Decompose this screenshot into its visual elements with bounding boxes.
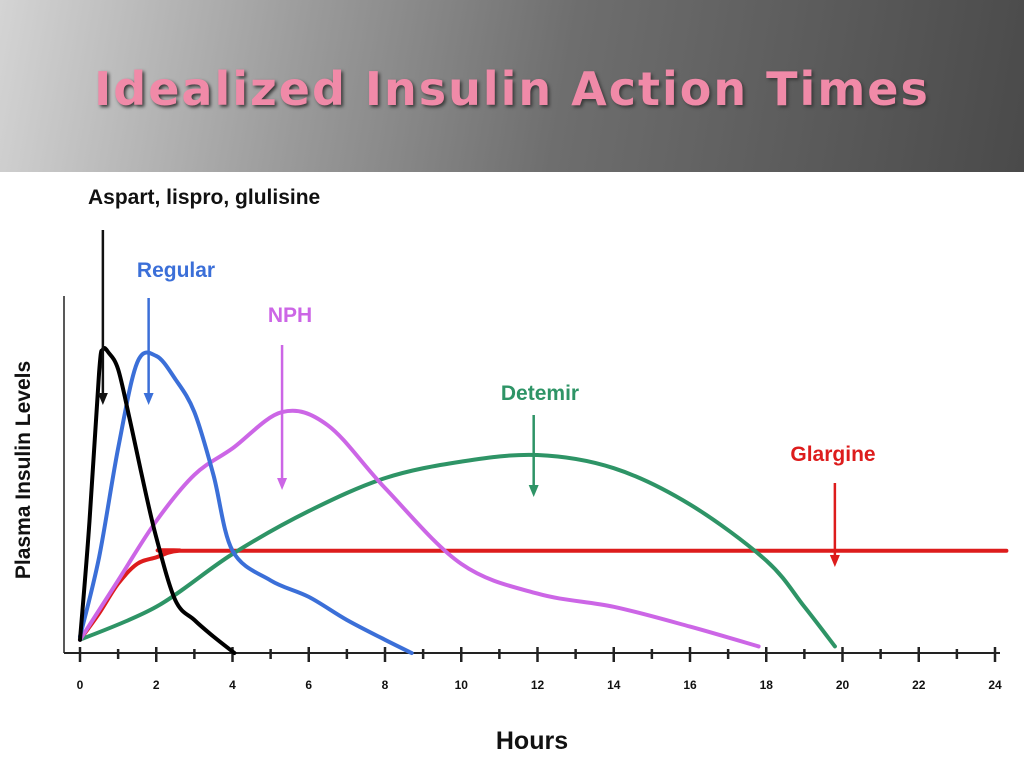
arrowhead-regular [143, 393, 154, 405]
series-label-nph: NPH [268, 304, 312, 327]
series-line-nph [78, 408, 761, 649]
series-line-regular [78, 350, 414, 655]
arrowhead-nph [277, 478, 288, 490]
x-tick-label: 24 [988, 678, 1002, 692]
x-tick-label: 6 [305, 678, 312, 692]
x-tick-label: 14 [607, 678, 621, 692]
series-label-glargine: Glargine [790, 443, 875, 466]
x-tick-label: 12 [531, 678, 545, 692]
insulin-action-chart: 0 2 4 6 8 10 12 14 16 18 20 22 24 Aspart, lispro, gl… [12, 186, 1009, 755]
series-lines [78, 346, 1009, 655]
series-line-aspart-lispro-glulisine [78, 346, 237, 655]
x-tick-label: 8 [382, 678, 389, 692]
arrowhead-aspart-lispro-glulisine [97, 393, 108, 405]
x-tick-label: 10 [455, 678, 469, 692]
chart-axes: 0 2 4 6 8 10 12 14 16 18 20 22 24 [63, 296, 1002, 692]
series-label-aspart-lispro-glulisine: Aspart, lispro, glulisine [88, 186, 320, 209]
arrowhead-detemir [528, 485, 539, 497]
x-tick-label: 22 [912, 678, 926, 692]
series-labels: Aspart, lispro, glulisine Regular NPH Detem… [88, 186, 876, 466]
x-tick-label: 20 [836, 678, 850, 692]
x-tick-label: 16 [683, 678, 697, 692]
x-tick-label: 18 [760, 678, 774, 692]
x-tick-label: 2 [153, 678, 160, 692]
slide-header: Idealized Insulin Action Times [0, 0, 1024, 172]
x-axis-label: Hours [496, 727, 568, 755]
series-line-detemir [78, 452, 837, 649]
series-label-regular: Regular [137, 259, 215, 282]
slide-title: Idealized Insulin Action Times [94, 62, 930, 116]
x-tick-label: 4 [229, 678, 236, 692]
y-axis-label: Plasma Insulin Levels [12, 361, 35, 579]
series-label-detemir: Detemir [501, 382, 579, 405]
x-tick-label: 0 [77, 678, 84, 692]
arrowhead-glargine [829, 555, 840, 567]
series-arrows [97, 230, 840, 567]
